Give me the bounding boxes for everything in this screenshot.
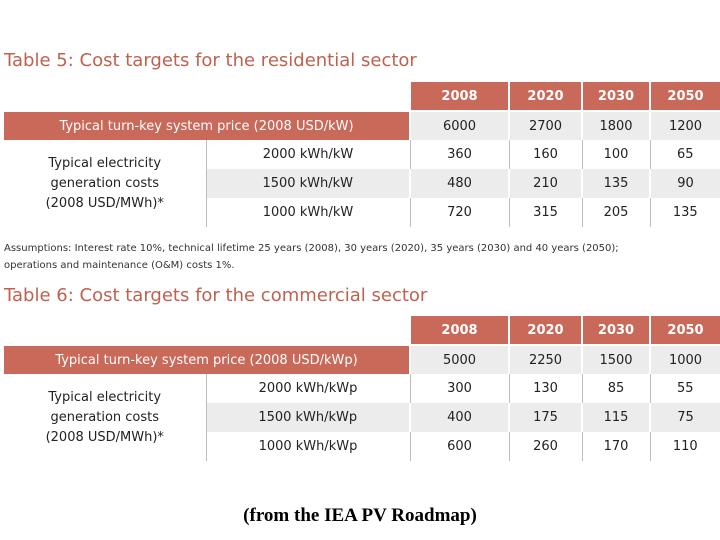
table6-price-value: 2250: [508, 344, 582, 374]
row-label: 1500 kWh/kW: [206, 169, 410, 198]
table5-year-header: 2008: [409, 82, 509, 111]
cell-value: 480: [409, 169, 509, 198]
cell-value: 400: [409, 403, 509, 432]
table6-year-header: 2008: [409, 316, 509, 345]
table5-year-header: 2050: [649, 82, 720, 111]
table5-year-header: 2030: [581, 82, 650, 111]
row-label: 1000 kWh/kW: [206, 198, 410, 227]
cell-value: 75: [649, 403, 720, 432]
table5-price-value: 1800: [581, 110, 650, 140]
cell-value: 205: [581, 198, 650, 227]
table5-price-value: 6000: [409, 110, 509, 140]
cell-value: 210: [508, 169, 582, 198]
table6-year-header: 2030: [581, 316, 650, 345]
table5-price-value: 2700: [508, 110, 582, 140]
cell-value: 175: [508, 403, 582, 432]
cell-value: 100: [581, 140, 650, 169]
cell-value: 600: [409, 432, 509, 461]
table5-header-blank: [4, 82, 410, 111]
cell-value: 85: [581, 374, 650, 403]
table-row: 1000 kWh/kW 720 315 205 135: [4, 198, 720, 227]
table6-price-value: 1500: [581, 344, 650, 374]
cell-value: 55: [649, 374, 720, 403]
table-row: Typical electricity generation costs (20…: [4, 374, 720, 461]
cell-value: 170: [581, 432, 650, 461]
cell-value: 65: [649, 140, 720, 169]
cost-label-line: generation costs: [50, 175, 160, 191]
cost-label-line: (2008 USD/MWh)*: [45, 429, 164, 445]
table5-cost-label: Typical electricity generation costs (20…: [4, 140, 207, 227]
table5-price-row: Typical turn-key system price (2008 USD/…: [4, 110, 720, 140]
cost-label-line: (2008 USD/MWh)*: [45, 195, 164, 211]
table5-title: Table 5: Cost targets for the residentia…: [4, 50, 417, 71]
cell-value: 135: [581, 169, 650, 198]
table-row: 1500 kWh/kWp 400 175 115 75: [4, 403, 720, 432]
assumptions-line: operations and maintenance (O&M) costs 1…: [4, 260, 235, 271]
table6-price-row: Typical turn-key system price (2008 USD/…: [4, 344, 720, 374]
table5-header-row: 2008 2020 2030 2050: [4, 82, 720, 111]
row-label: 2000 kWh/kWp: [206, 374, 410, 403]
table5-year-header: 2020: [508, 82, 582, 111]
table-row: Typical electricity generation costs (20…: [4, 140, 720, 227]
table6-year-header: 2020: [508, 316, 582, 345]
cell-value: 110: [649, 432, 720, 461]
table6-header-row: 2008 2020 2030 2050: [4, 316, 720, 345]
assumptions-note: Assumptions: Interest rate 10%, technica…: [4, 240, 716, 274]
cell-value: 160: [508, 140, 582, 169]
cell-value: 300: [409, 374, 509, 403]
table6-price-label: Typical turn-key system price (2008 USD/…: [4, 344, 410, 374]
cell-value: 720: [409, 198, 509, 227]
cell-value: 90: [649, 169, 720, 198]
table6-header-blank: [4, 316, 410, 345]
cell-value: 130: [508, 374, 582, 403]
table-row: 1000 kWh/kWp 600 260 170 110: [4, 432, 720, 461]
table6-title: Table 6: Cost targets for the commercial…: [4, 285, 428, 306]
cost-label-line: Typical electricity: [48, 155, 162, 171]
cell-value: 115: [581, 403, 650, 432]
table5-price-label: Typical turn-key system price (2008 USD/…: [4, 110, 410, 140]
table6-year-header: 2050: [649, 316, 720, 345]
table6-cost-label: Typical electricity generation costs (20…: [4, 374, 207, 461]
source-caption: (from the IEA PV Roadmap): [243, 505, 477, 526]
table-row: 1500 kWh/kW 480 210 135 90: [4, 169, 720, 198]
table6: 2008 2020 2030 2050 Typical turn-key sys…: [4, 316, 720, 461]
cost-label-line: generation costs: [50, 409, 160, 425]
cell-value: 360: [409, 140, 509, 169]
row-label: 1500 kWh/kWp: [206, 403, 410, 432]
cost-label-line: Typical electricity: [48, 389, 162, 405]
cell-value: 135: [649, 198, 720, 227]
row-label: 1000 kWh/kWp: [206, 432, 410, 461]
table6-price-value: 1000: [649, 344, 720, 374]
table6-price-value: 5000: [409, 344, 509, 374]
table5-price-value: 1200: [649, 110, 720, 140]
assumptions-line: Assumptions: Interest rate 10%, technica…: [4, 243, 619, 254]
cell-value: 315: [508, 198, 582, 227]
cell-value: 260: [508, 432, 582, 461]
row-label: 2000 kWh/kW: [206, 140, 410, 169]
table5: 2008 2020 2030 2050 Typical turn-key sys…: [4, 82, 720, 227]
